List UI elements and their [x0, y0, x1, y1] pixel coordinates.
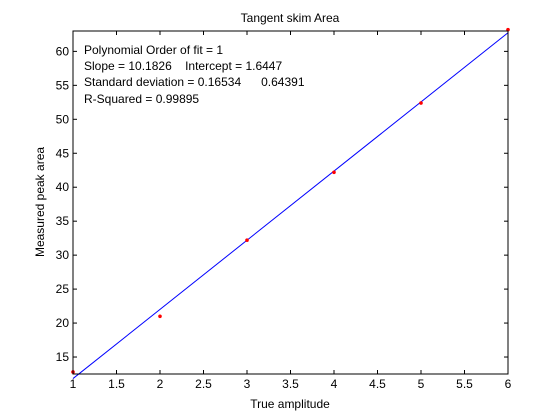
x-tick-label: 4 — [331, 377, 338, 391]
plot-area — [73, 31, 508, 374]
y-tick-label: 20 — [56, 316, 70, 330]
data-point — [419, 101, 423, 105]
chart-title: Tangent skim Area — [241, 11, 340, 25]
annotation-r-squared: R-Squared = 0.99895 — [84, 92, 199, 106]
x-tick-label: 1.5 — [108, 377, 125, 391]
annotation-order: Polynomial Order of fit = 1 — [84, 43, 223, 57]
x-tick-label: 4.5 — [369, 377, 386, 391]
x-tick-label: 3.5 — [282, 377, 299, 391]
y-axis-ticks: 15 20 25 30 35 40 45 50 55 60 — [56, 44, 508, 364]
fit-line — [72, 32, 509, 379]
x-tick-label: 2.5 — [195, 377, 212, 391]
y-tick-label: 50 — [56, 112, 70, 126]
y-tick-label: 40 — [56, 180, 70, 194]
annotation-slope-intercept: Slope = 10.1826 Intercept = 1.6447 — [84, 59, 282, 73]
x-axis-label: True amplitude — [250, 397, 330, 411]
y-tick-label: 30 — [56, 248, 70, 262]
y-tick-label: 60 — [56, 44, 70, 58]
data-point — [158, 314, 162, 319]
x-tick-label: 2 — [157, 377, 164, 391]
fit-annotation: Polynomial Order of fit = 1 Slope = 10.1… — [84, 43, 305, 106]
y-tick-label: 15 — [56, 350, 70, 364]
annotation-std-dev: Standard deviation = 0.16534 0.64391 — [84, 75, 305, 89]
x-tick-label: 5 — [418, 377, 425, 391]
x-tick-label: 3 — [244, 377, 251, 391]
y-tick-label: 35 — [56, 214, 70, 228]
y-tick-label: 45 — [56, 146, 70, 160]
data-point — [245, 238, 249, 242]
y-axis-label: Measured peak area — [33, 147, 47, 257]
x-tick-label: 1 — [70, 377, 77, 391]
data-point — [332, 170, 336, 175]
x-tick-label: 5.5 — [456, 377, 473, 391]
x-tick-label: 6 — [505, 377, 512, 391]
x-axis-ticks: 1 1.5 2 2.5 3 3.5 4 4.5 5 5.5 6 — [70, 31, 512, 391]
fit-line-layer — [72, 32, 509, 379]
y-tick-label: 55 — [56, 78, 70, 92]
y-tick-label: 25 — [56, 282, 70, 296]
